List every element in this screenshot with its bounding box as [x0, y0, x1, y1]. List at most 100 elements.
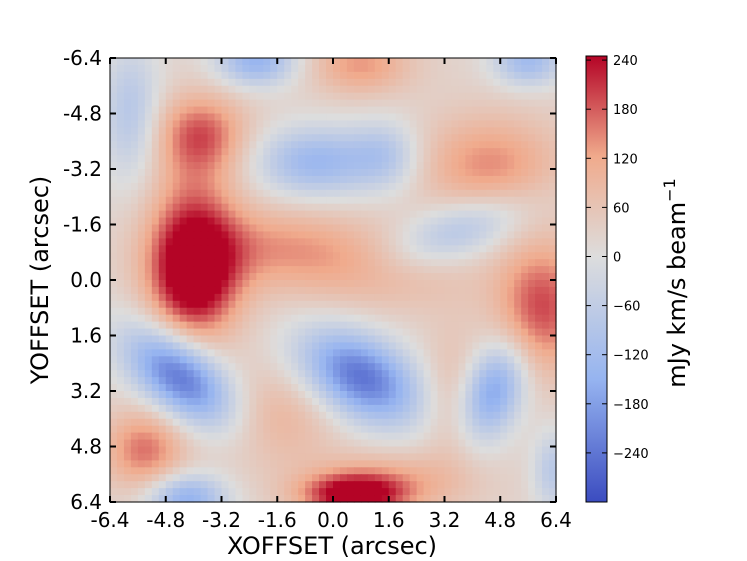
heatmap-cell [277, 300, 285, 309]
heatmap-cell [312, 300, 320, 309]
heatmap-cell [465, 58, 473, 66]
heatmap-cell [249, 307, 257, 316]
heatmap-cell [388, 266, 397, 274]
heatmap-cell [284, 203, 292, 212]
heatmap-cell [319, 370, 327, 378]
heatmap-cell [305, 467, 313, 475]
heatmap-cell [465, 404, 473, 413]
heatmap-cell [151, 71, 160, 80]
heatmap-cell [346, 446, 355, 455]
heatmap-cell [249, 460, 257, 468]
heatmap-cell [423, 64, 432, 73]
heatmap-cell [242, 273, 250, 281]
heatmap-cell [528, 384, 536, 392]
heatmap-cell [333, 391, 341, 399]
heatmap-cell [284, 377, 292, 385]
heatmap-cell [521, 148, 529, 156]
heatmap-cell [298, 300, 306, 309]
heatmap-cell [346, 293, 355, 302]
heatmap-cell [395, 377, 404, 385]
heatmap-cell [381, 169, 390, 177]
heatmap-cell [528, 293, 536, 302]
heatmap-cell [486, 439, 494, 448]
heatmap-cell [277, 203, 285, 212]
heatmap-cell [507, 446, 515, 455]
heatmap-cell [116, 342, 125, 350]
heatmap-cell [507, 425, 515, 434]
heatmap-cell [151, 495, 160, 503]
heatmap-cell [277, 349, 285, 357]
heatmap-cell [430, 238, 439, 246]
heatmap-cell [416, 314, 425, 323]
heatmap-cell [395, 432, 404, 441]
heatmap-cell [451, 432, 460, 441]
heatmap-cell [416, 391, 425, 399]
heatmap-cell [409, 495, 418, 503]
heatmap-cell [319, 210, 327, 219]
heatmap-cell [291, 342, 299, 350]
heatmap-cell [137, 328, 146, 337]
heatmap-cell [409, 377, 418, 385]
heatmap-cell [472, 231, 480, 239]
heatmap-cell [395, 266, 404, 274]
heatmap-cell [165, 252, 174, 260]
heatmap-cell [444, 85, 453, 94]
heatmap-cell [270, 99, 278, 108]
heatmap-cell [458, 481, 467, 489]
heatmap-cell [472, 377, 480, 385]
heatmap-cell [493, 78, 501, 87]
heatmap-cell [500, 210, 508, 219]
heatmap-cell [305, 134, 313, 142]
heatmap-cell [507, 182, 515, 191]
heatmap-cell [360, 85, 369, 94]
heatmap-cell [270, 342, 278, 350]
heatmap-cell [116, 432, 125, 441]
heatmap-cell [207, 224, 216, 233]
heatmap-cell [479, 321, 487, 330]
heatmap-cell [528, 134, 536, 142]
heatmap-cell [200, 446, 209, 455]
heatmap-cell [486, 391, 494, 399]
heatmap-cell [249, 439, 257, 448]
heatmap-cell [465, 155, 473, 163]
heatmap-cell [395, 425, 404, 434]
heatmap-cell [270, 384, 278, 392]
heatmap-cell [507, 106, 515, 115]
heatmap-cell [479, 217, 487, 226]
heatmap-cell [116, 252, 125, 260]
heatmap-cell [284, 453, 292, 461]
heatmap-cell [346, 481, 355, 489]
heatmap-cell [367, 286, 376, 295]
heatmap-cell [116, 113, 125, 122]
heatmap-cell [319, 314, 327, 323]
heatmap-cell [333, 397, 341, 406]
heatmap-cell [305, 99, 313, 108]
heatmap-cell [263, 141, 271, 149]
heatmap-cell [326, 411, 334, 420]
heatmap-cell [326, 474, 334, 482]
heatmap-cell [339, 280, 348, 288]
heatmap-cell [374, 238, 383, 246]
heatmap-cell [256, 259, 264, 267]
heatmap-cell [479, 418, 487, 427]
heatmap-cell [291, 307, 299, 316]
heatmap-cell [507, 245, 515, 253]
heatmap-cell [151, 377, 160, 385]
heatmap-cell [110, 321, 118, 330]
heatmap-cell [367, 266, 376, 274]
heatmap-cell [144, 224, 153, 233]
heatmap-cell [235, 210, 244, 219]
heatmap-cell [395, 210, 404, 219]
heatmap-cell [207, 488, 216, 496]
heatmap-cell [472, 210, 480, 219]
heatmap-cell [333, 182, 341, 191]
heatmap-cell [486, 217, 494, 226]
heatmap-cell [172, 252, 181, 260]
heatmap-cell [444, 377, 453, 385]
heatmap-cell [270, 141, 278, 149]
heatmap-cell [486, 245, 494, 253]
heatmap-cell [395, 467, 404, 475]
heatmap-cell [270, 453, 278, 461]
heatmap-cell [402, 162, 411, 170]
heatmap-cell [263, 425, 271, 434]
